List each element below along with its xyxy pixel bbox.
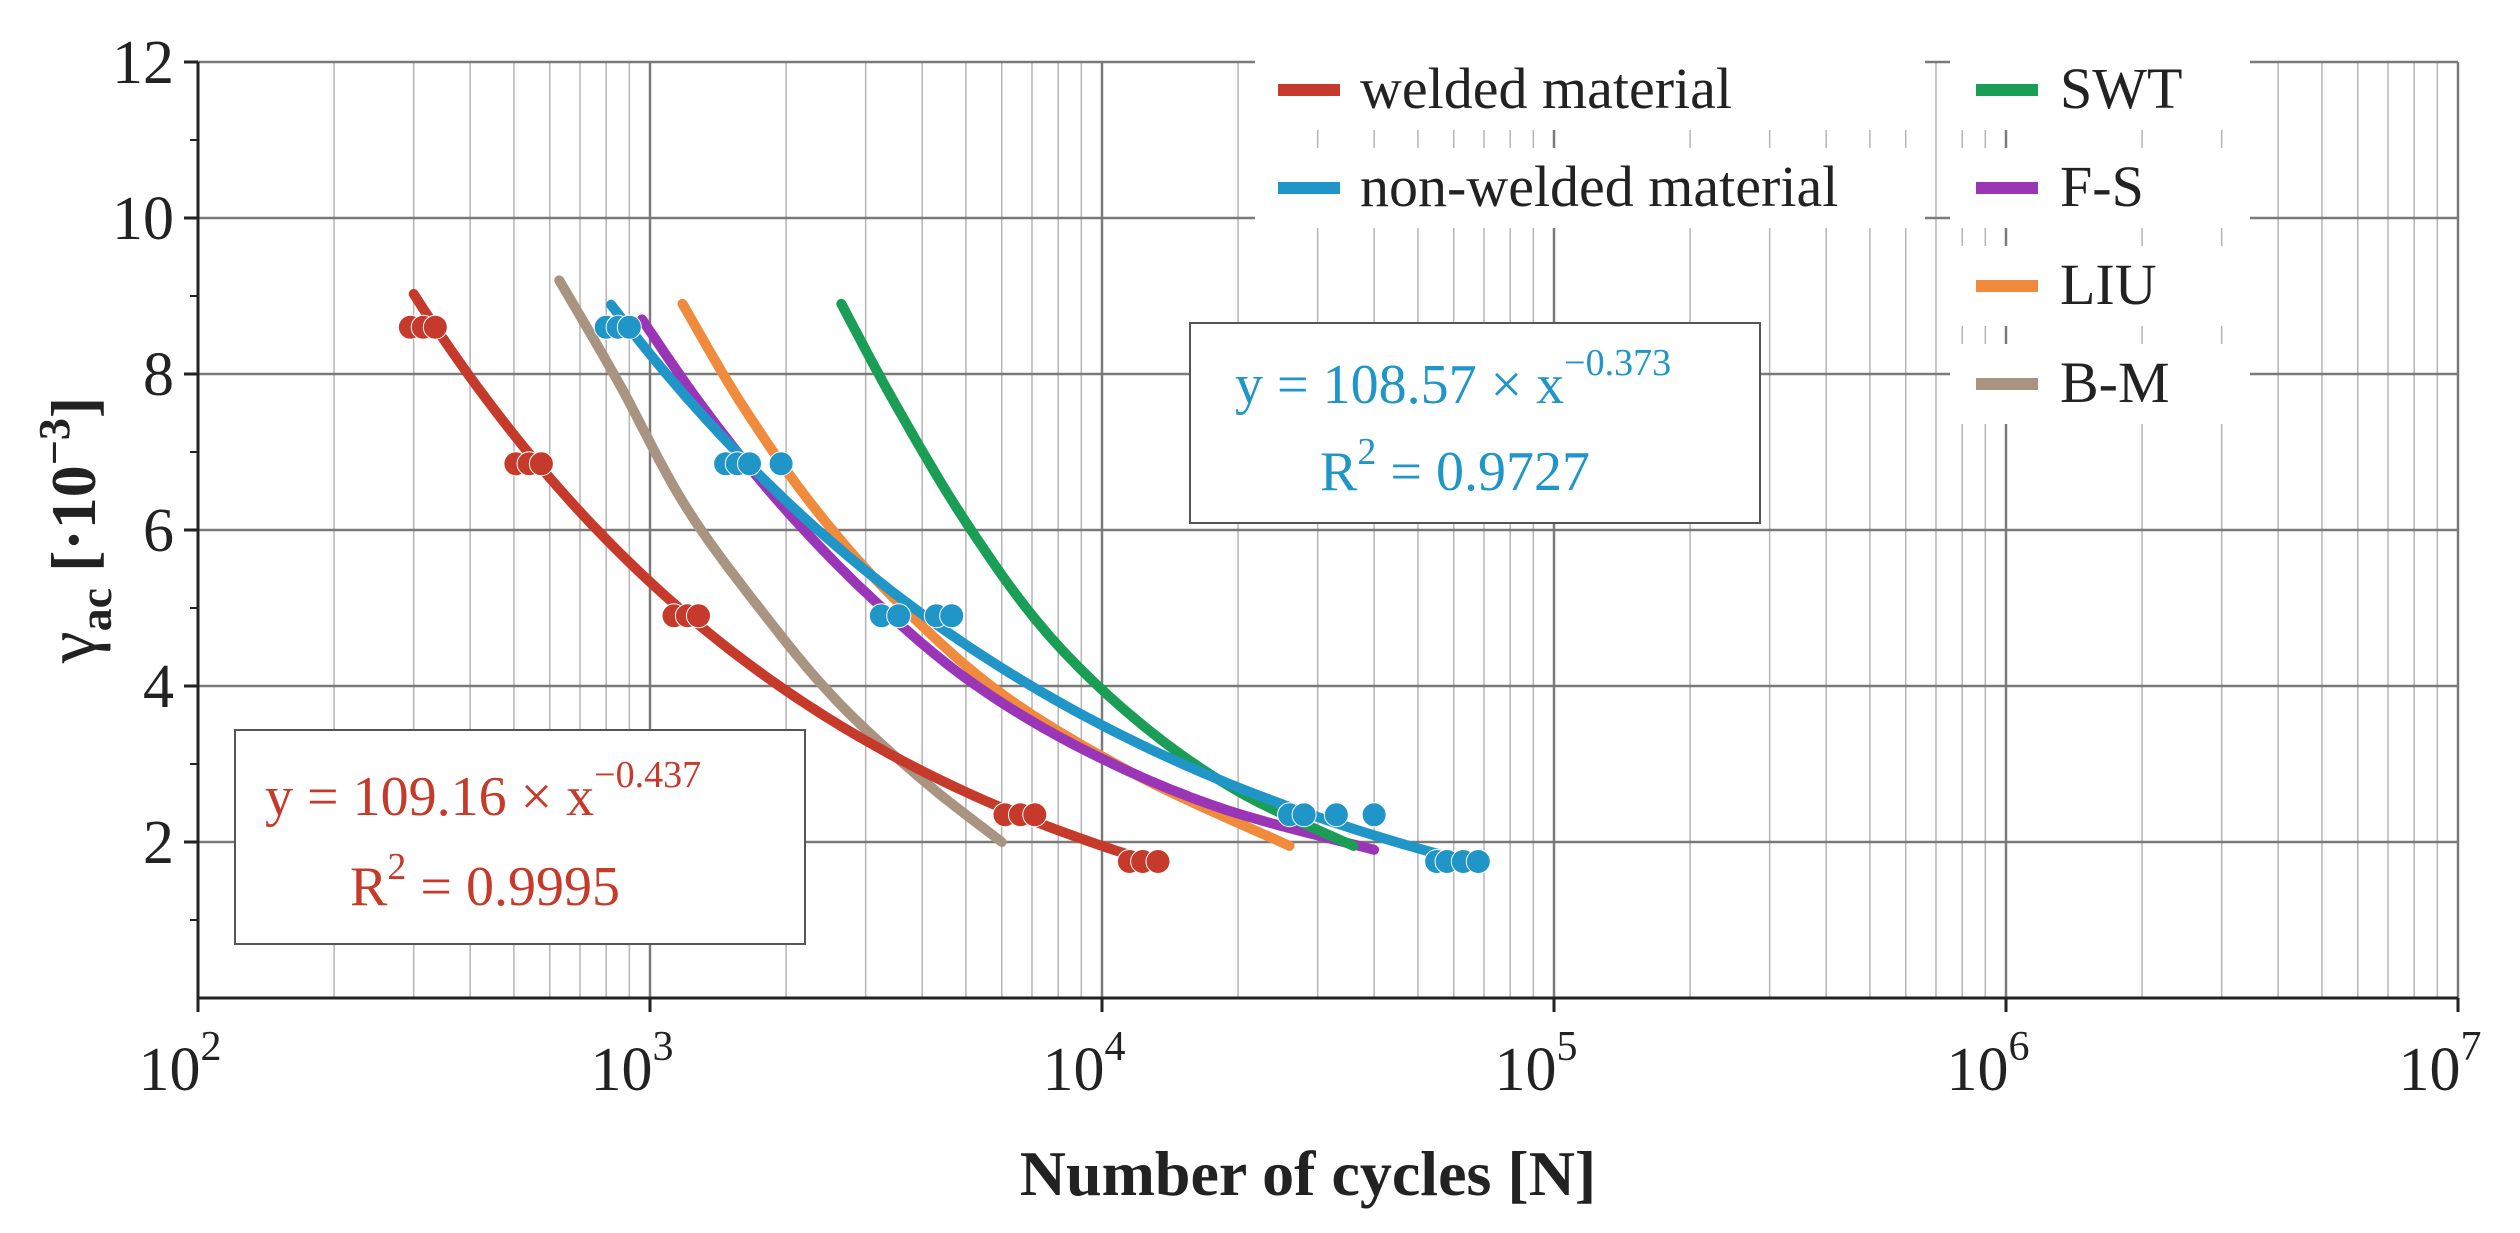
data-point-non-welded-material bbox=[736, 451, 762, 477]
x-tick-label: 106 bbox=[1947, 1024, 2030, 1104]
legend-label-welded-material: welded material bbox=[1360, 56, 1732, 121]
y-tick-label: 10 bbox=[112, 185, 174, 253]
legend-label-liu: LIU bbox=[2060, 252, 2157, 317]
y-tick-label: 4 bbox=[143, 653, 174, 721]
x-tick-label: 102 bbox=[139, 1024, 222, 1104]
r-squared-welded-material: R2 = 0.9995 bbox=[350, 846, 620, 918]
y-tick-label: 12 bbox=[112, 29, 174, 97]
y-tick-label: 2 bbox=[143, 809, 174, 877]
series-line-b-m bbox=[554, 275, 1007, 847]
axis-labels: Number of cycles [N] γac [·10−3] bbox=[30, 397, 1596, 1209]
y-tick-label: 6 bbox=[143, 497, 174, 565]
legend-label-b-m: B-M bbox=[2060, 350, 2170, 415]
x-axis-title: Number of cycles [N] bbox=[1020, 1138, 1596, 1209]
data-point-welded-material bbox=[528, 451, 554, 477]
y-tick-label: 8 bbox=[143, 341, 174, 409]
annotations: y = 108.57 × x−0.373 R2 = 0.9727 y = 109.1… bbox=[234, 322, 1761, 945]
data-point-welded-material bbox=[1022, 802, 1048, 828]
legend-bg bbox=[1255, 50, 1925, 130]
data-point-non-welded-material bbox=[1291, 802, 1317, 828]
r-squared-non-welded-material: R2 = 0.9727 bbox=[1320, 431, 1590, 503]
x-tick-label: 105 bbox=[1495, 1024, 1578, 1104]
legend-label-f-s: F-S bbox=[2060, 154, 2144, 219]
data-point-welded-material bbox=[1145, 849, 1171, 874]
data-point-non-welded-material bbox=[939, 603, 965, 629]
legend-bg bbox=[1255, 148, 1925, 228]
series bbox=[397, 275, 1491, 874]
data-point-welded-material bbox=[422, 314, 448, 340]
data-point-non-welded-material bbox=[1361, 802, 1387, 828]
data-point-non-welded-material bbox=[1465, 849, 1491, 874]
x-tick-label: 104 bbox=[1043, 1024, 1126, 1104]
data-point-non-welded-material bbox=[616, 314, 642, 340]
data-point-welded-material bbox=[685, 603, 711, 629]
data-point-non-welded-material bbox=[886, 603, 912, 629]
equation-non-welded-material: y = 108.57 × x−0.373 bbox=[1235, 342, 1671, 416]
axes: 2 4 6 8 10 12 102 103 104 105 106 107 bbox=[112, 29, 2482, 1104]
legend-label-swt: SWT bbox=[2060, 56, 2182, 121]
legend-label-non-welded-material: non-welded material bbox=[1360, 154, 1838, 219]
x-tick-label: 107 bbox=[2399, 1024, 2482, 1104]
equation-welded-material: y = 109.16 × x−0.437 bbox=[265, 754, 701, 828]
data-point-non-welded-material bbox=[768, 451, 794, 477]
equation-box-non-welded-material bbox=[1189, 322, 1761, 524]
legend: welded material non-welded material SWT F-S… bbox=[1255, 50, 2250, 424]
y-axis-title: γac [·10−3] bbox=[30, 397, 121, 664]
equation-box-welded-material bbox=[234, 729, 806, 945]
data-point-non-welded-material bbox=[1323, 802, 1349, 828]
x-tick-label: 103 bbox=[591, 1024, 674, 1104]
